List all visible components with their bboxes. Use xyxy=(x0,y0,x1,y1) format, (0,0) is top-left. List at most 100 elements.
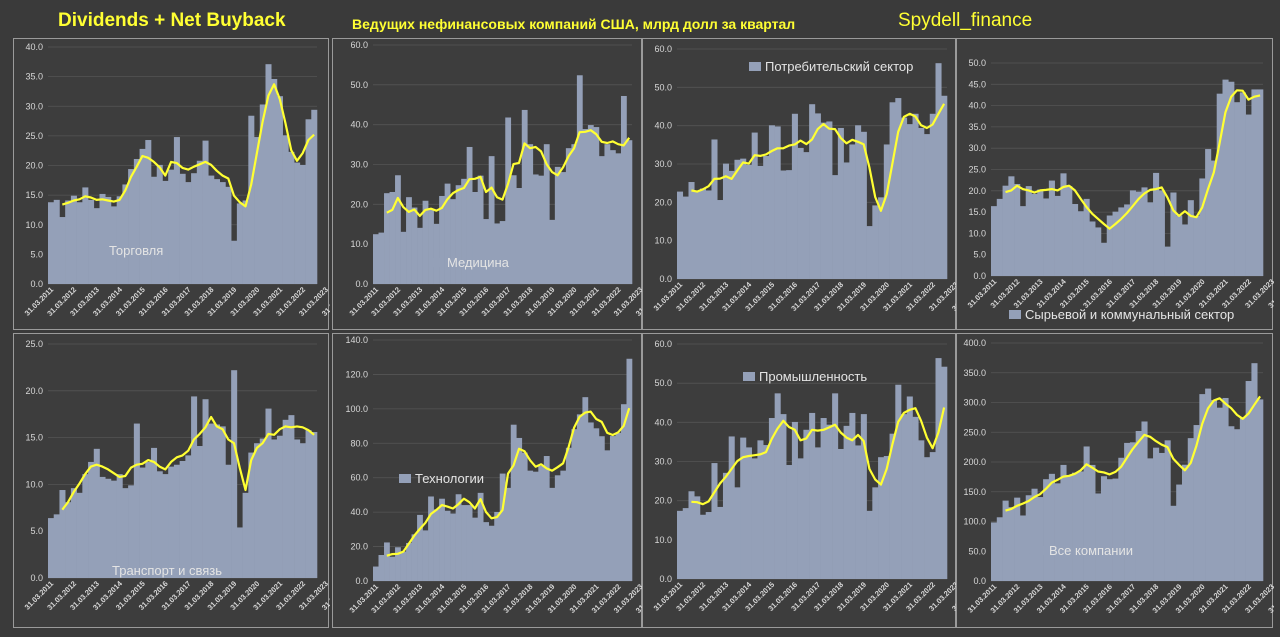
bar xyxy=(477,492,484,581)
bar xyxy=(191,396,198,578)
bar xyxy=(1031,488,1038,581)
bar xyxy=(996,517,1003,581)
center-title: Ведущих нефинансовых компаний США, млрд … xyxy=(352,16,796,32)
bar xyxy=(505,117,512,284)
bar xyxy=(395,175,401,284)
bar xyxy=(1245,381,1252,581)
y-tick-label: 250.0 xyxy=(963,427,986,437)
bar xyxy=(384,193,390,284)
bar xyxy=(521,452,528,581)
y-tick-label: 40.0 xyxy=(654,121,672,131)
bar xyxy=(598,436,605,581)
bar xyxy=(941,366,948,579)
bar xyxy=(521,109,528,284)
bar xyxy=(620,95,627,284)
bar xyxy=(422,200,429,284)
bar xyxy=(711,139,718,279)
bar xyxy=(1222,79,1229,276)
legend-swatch xyxy=(1009,310,1021,319)
bar xyxy=(65,502,72,578)
bar xyxy=(185,455,192,578)
bar xyxy=(1089,221,1096,276)
bar xyxy=(378,232,385,284)
bar xyxy=(1147,202,1154,276)
y-tick-label: 50.0 xyxy=(350,80,368,90)
bar xyxy=(225,464,232,578)
bar xyxy=(1066,186,1073,276)
y-tick-label: 80.0 xyxy=(350,438,368,448)
bar xyxy=(626,140,633,284)
bar xyxy=(173,464,180,578)
bar xyxy=(122,184,129,284)
bar xyxy=(797,147,804,279)
bar xyxy=(1002,185,1009,276)
y-tick-label: 20.0 xyxy=(968,186,986,196)
bar xyxy=(1072,204,1079,276)
legend-swatch xyxy=(749,62,761,71)
bar xyxy=(543,144,550,284)
bar xyxy=(895,384,902,579)
bar xyxy=(878,457,885,579)
bar xyxy=(1141,187,1148,276)
y-tick-label: 30.0 xyxy=(350,160,368,170)
bar xyxy=(311,109,318,285)
bar xyxy=(179,173,186,284)
bar xyxy=(906,124,913,279)
chart-svg-3: 0.010.020.030.040.050.060.031.03.201131.… xyxy=(652,44,957,313)
y-tick-label: 30.0 xyxy=(968,143,986,153)
bar xyxy=(872,487,879,579)
bar xyxy=(494,511,501,581)
bar xyxy=(444,183,451,284)
bar xyxy=(791,113,798,280)
bar xyxy=(1072,472,1079,581)
bar xyxy=(1251,363,1258,581)
bar xyxy=(417,227,423,284)
bar xyxy=(803,152,810,279)
bar xyxy=(196,160,203,284)
bar xyxy=(510,175,517,284)
legend-swatch xyxy=(743,372,755,381)
y-tick-label: 0.0 xyxy=(355,279,368,289)
bar xyxy=(1014,497,1021,581)
y-tick-label: 10.0 xyxy=(968,228,986,238)
y-tick-label: 5.0 xyxy=(973,250,986,260)
bar xyxy=(1193,215,1200,276)
bar xyxy=(866,510,873,579)
bar xyxy=(593,428,600,581)
chart-panel-3: 0.0 10.0 20.0 30.0 40.0 50.0 60.0 31.03.2011 31.… xyxy=(642,38,957,330)
bar xyxy=(1077,471,1084,581)
bar xyxy=(849,144,856,279)
trend-line xyxy=(1005,89,1261,230)
y-tick-label: 60.0 xyxy=(350,473,368,483)
bar xyxy=(688,182,695,279)
bar xyxy=(1199,394,1206,581)
bar xyxy=(128,485,135,578)
bar xyxy=(48,202,55,284)
bar xyxy=(82,187,89,284)
bar xyxy=(941,95,948,279)
bar xyxy=(254,443,261,578)
bar xyxy=(305,119,312,284)
bar xyxy=(1222,397,1229,581)
bar xyxy=(450,513,456,581)
bar xyxy=(1112,211,1119,276)
bar xyxy=(996,198,1003,276)
chart-panel-5: 0.0 5.0 10.0 15.0 20.0 25.0 31.03.2011 31.03.20… xyxy=(13,333,330,628)
bar xyxy=(1228,426,1235,581)
bar xyxy=(59,217,66,284)
bar xyxy=(918,127,925,279)
bar xyxy=(162,474,169,578)
bar xyxy=(516,188,523,284)
bar xyxy=(677,191,684,279)
bar xyxy=(538,466,545,581)
bar xyxy=(1176,215,1183,276)
chart-panel-7: 0.0 10.0 20.0 30.0 40.0 50.0 60.0 31.03.2011 31.… xyxy=(642,333,957,628)
bar xyxy=(271,439,278,578)
bar xyxy=(734,159,741,279)
bar xyxy=(1187,438,1194,581)
bar xyxy=(768,418,775,579)
legend-swatch xyxy=(96,566,108,575)
y-tick-label: 0.0 xyxy=(30,573,43,583)
bar xyxy=(128,169,135,284)
bar xyxy=(906,396,913,579)
